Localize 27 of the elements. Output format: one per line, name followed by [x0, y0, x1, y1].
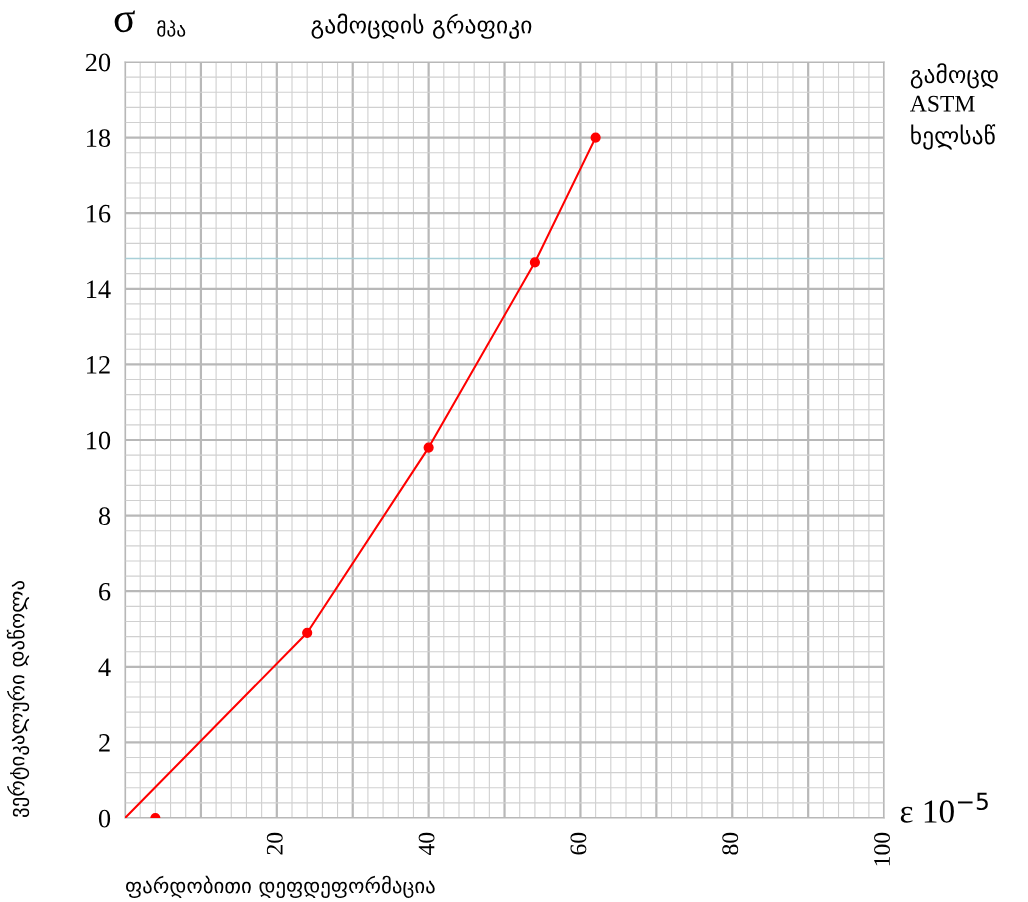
x-tick-label: 100 — [874, 832, 890, 866]
point — [302, 627, 313, 638]
y-axis-title: ვერტიკალური დაწოლა — [6, 580, 30, 817]
x-tick-label: 20 — [266, 832, 283, 855]
y-tick-label: 6 — [99, 582, 111, 601]
x-tick-label: 80 — [722, 832, 739, 855]
y-tick-label: 2 — [99, 734, 110, 752]
point — [529, 257, 540, 268]
y-tick-label: 16 — [87, 204, 111, 223]
y-tick-label: 20 — [85, 53, 111, 72]
y-tick-label: 4 — [98, 658, 111, 676]
text: მპა — [157, 20, 186, 37]
chart-title: გამოცდის გრაფიკი — [311, 13, 532, 39]
point — [590, 132, 601, 143]
text: σ — [114, 10, 135, 33]
point — [423, 442, 434, 453]
x-axis-title: ფარდობითი დეფდეფორმაცია — [126, 875, 435, 899]
y-tick-label: 14 — [87, 280, 111, 298]
y-tick-label: 12 — [87, 356, 110, 374]
y-tick-label: 18 — [87, 129, 111, 147]
y-tick-label: 8 — [98, 507, 111, 526]
x-tick-label: 40 — [418, 832, 435, 856]
text: გამოცდ ASTM ხელსაწ — [910, 63, 998, 150]
y-tick-label: 0 — [98, 809, 111, 828]
text: ε 10$^{−5}$ — [900, 792, 988, 823]
x-tick-label: 60 — [570, 832, 587, 855]
y-tick-label: 10 — [87, 431, 111, 450]
